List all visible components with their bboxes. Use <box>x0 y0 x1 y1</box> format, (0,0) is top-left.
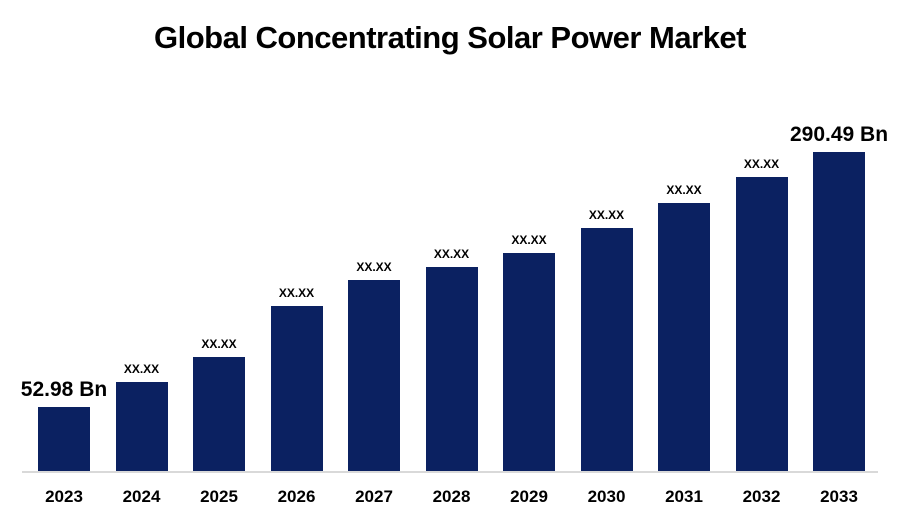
x-axis-label-2025: 2025 <box>200 487 238 506</box>
bar-2033 <box>813 152 865 473</box>
bar-value-label-2029: XX.XX <box>511 233 547 247</box>
bar-2023 <box>38 407 90 473</box>
x-axis-label-2023: 2023 <box>45 487 83 506</box>
bar-value-label-2032: XX.XX <box>743 157 780 171</box>
bar-value-label-2031: XX.XX <box>666 183 702 197</box>
bar-value-label-2024: XX.XX <box>123 362 160 376</box>
bar-value-label-2030: XX.XX <box>588 208 625 222</box>
x-axis-label-2032: 2032 <box>742 487 781 506</box>
x-axis-label-2033: 2033 <box>820 487 858 506</box>
bar-2027 <box>348 280 400 473</box>
bar-value-label-2025: XX.XX <box>201 337 237 351</box>
bar-2028 <box>425 267 478 473</box>
x-axis-label-2027: 2027 <box>355 487 393 506</box>
bar-2032 <box>735 177 788 473</box>
x-axis-label-2030: 2030 <box>587 487 626 506</box>
bar-value-label-2033: 290.49 Bn <box>789 123 889 146</box>
bar-2026 <box>270 306 323 473</box>
bar-value-label-2027: XX.XX <box>356 260 392 274</box>
bar-2029 <box>503 253 555 473</box>
bar-2031 <box>658 203 710 473</box>
x-axis-label-2024: 2024 <box>122 487 161 506</box>
chart-title: Global Concentrating Solar Power Market <box>153 20 747 55</box>
bar-value-label-2026: XX.XX <box>278 286 315 300</box>
x-axis-label-2031: 2031 <box>665 487 703 506</box>
bar-2025 <box>193 357 245 473</box>
bar-value-label-2023: 52.98 Bn <box>20 378 108 401</box>
x-axis-label-2028: 2028 <box>432 487 471 506</box>
x-axis-line <box>22 471 878 473</box>
x-axis-label-2029: 2029 <box>510 487 548 506</box>
bar-2024 <box>115 382 168 473</box>
bar-value-label-2028: XX.XX <box>433 247 470 261</box>
bar-2030 <box>580 228 633 473</box>
x-axis-label-2026: 2026 <box>277 487 316 506</box>
